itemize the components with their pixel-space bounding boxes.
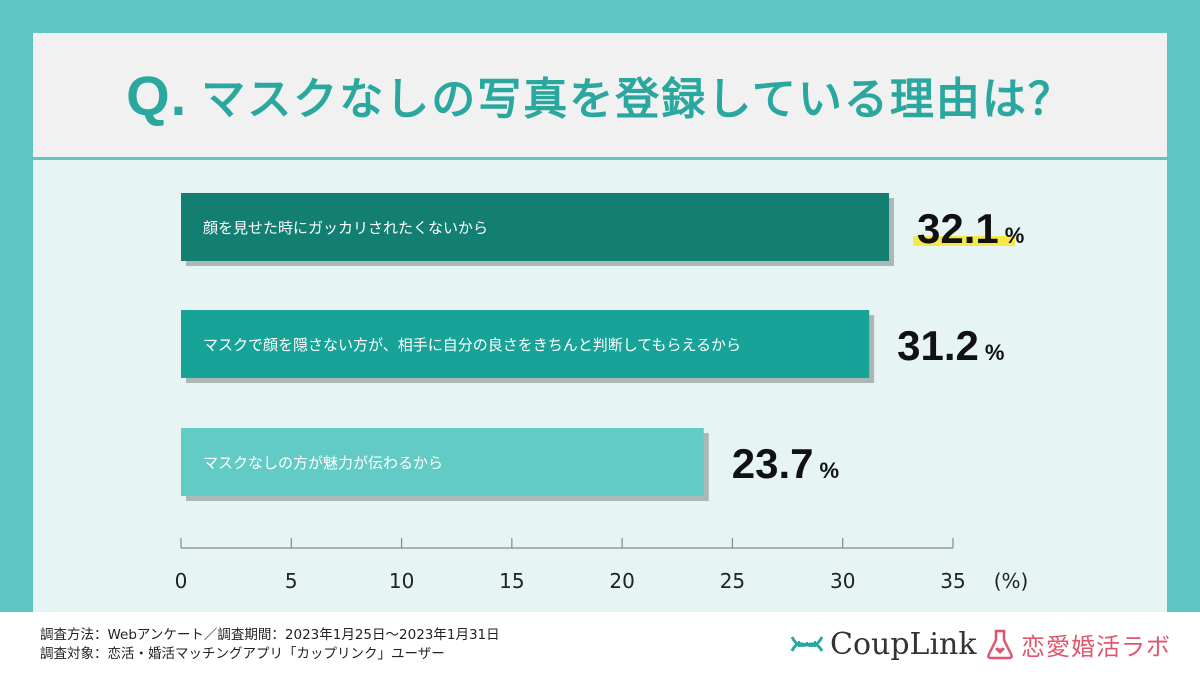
bar-category-label: マスクなしの方が魅力が伝わるから [203,454,443,472]
x-tick-label: 25 [720,569,745,593]
chart-panel: 顔を見せた時にガッカリされたくないから 32.1% マスクで顔を隠さない方が、相手に… [33,160,1167,612]
x-tick-label: 35 [940,569,965,593]
x-tick-label: 5 [285,569,298,593]
chart-title: マスクなしの写真を登録している理由は？ [201,74,1074,125]
couplink-logo-text: CoupLink [830,626,977,662]
x-tick-label: 10 [389,569,414,593]
data-label: 32.1% [917,205,1024,252]
dna-icon [790,636,824,652]
survey-notes: 調査方法：Webアンケート／調査期間：2023年1月25日〜2023年1月31日… [40,626,500,664]
lab-logo-text: 恋愛婚活ラボ [1021,632,1171,661]
bar [181,193,890,261]
data-label: 31.2% [897,322,1004,369]
survey-target: 調査対象：恋活・婚活マッチングアプリ「カップリンク」ユーザー [40,646,445,662]
x-tick-label: 30 [830,569,855,593]
value-highlight [913,236,1016,246]
x-tick-label: 20 [609,569,634,593]
couplink-logo: CoupLink [790,626,977,662]
bar-category-label: マスクで顔を隠さない方が、相手に自分の良さをきちんと判断してもらえるから [203,336,741,354]
bar-chart: 顔を見せた時にガッカリされたくないから 32.1 % マスクで顔を隠さない方が、相手に… [175,193,1029,593]
bar-category-label: 顔を見せた時にガッカリされたくないから [203,219,488,237]
x-axis-label: (%) [994,569,1029,593]
footer: 調査方法：Webアンケート／調査期間：2023年1月25日〜2023年1月31日… [0,612,1200,675]
header: Q. マスクなしの写真を登録している理由は？ [33,33,1167,157]
x-tick-label: 15 [499,569,524,593]
flask-icon [987,629,1013,660]
bar [181,310,870,378]
lab-logo: 恋愛婚活ラボ [985,626,1171,662]
survey-method: 調査方法：Webアンケート／調査期間：2023年1月25日〜2023年1月31日 [40,627,500,643]
question-mark-label: Q. [126,63,188,127]
data-label: 23.7% [732,440,839,487]
bar [181,428,704,496]
x-tick-label: 0 [175,569,188,593]
